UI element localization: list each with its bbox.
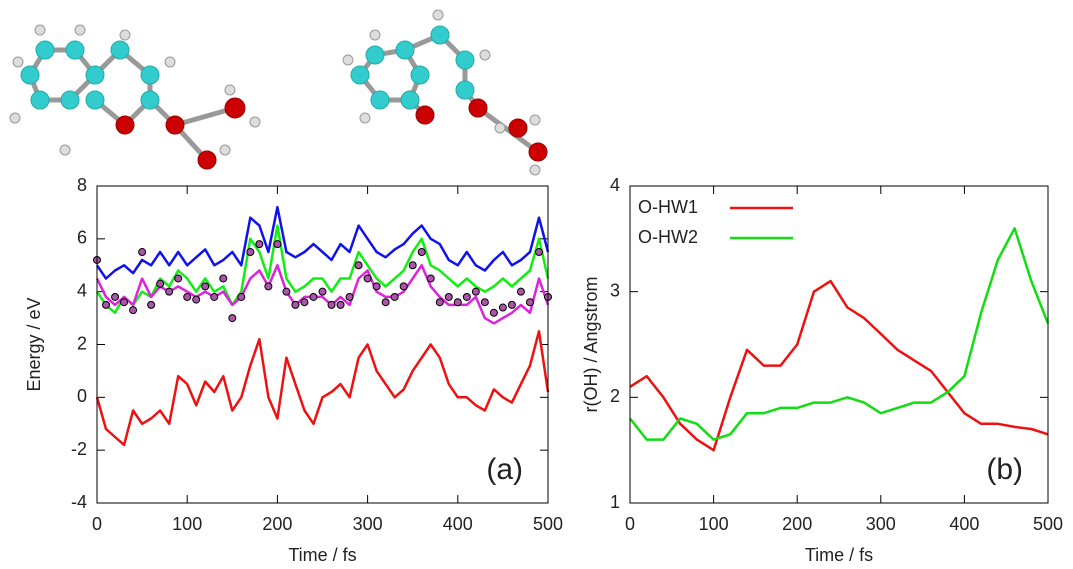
figure: -4 -2 0 2 4 6 8 0 100 200 300 400 500 Time / fs Energy… — [0, 0, 1073, 569]
data-point — [418, 249, 425, 256]
data-line — [97, 331, 548, 445]
data-point — [229, 315, 236, 322]
data-point — [238, 293, 245, 300]
x-axis-label: Time / fs — [805, 545, 873, 565]
x-tick-label: 100 — [699, 514, 729, 534]
data-point — [112, 293, 119, 300]
data-point — [148, 301, 155, 308]
y-tick-label: 0 — [77, 386, 87, 406]
data-point — [355, 262, 362, 269]
molecule-left — [10, 25, 260, 169]
data-point — [400, 283, 407, 290]
data-point — [130, 307, 137, 314]
data-point — [463, 293, 470, 300]
data-point — [427, 275, 434, 282]
data-line — [630, 228, 1048, 439]
y-tick-label: 2 — [77, 333, 87, 353]
data-point — [517, 288, 524, 295]
data-point — [301, 299, 308, 306]
data-point — [193, 296, 200, 303]
y-tick-label: 1 — [610, 492, 620, 512]
data-point — [166, 288, 173, 295]
data-point — [247, 249, 254, 256]
data-point — [310, 293, 317, 300]
x-tick-label: 400 — [949, 514, 979, 534]
legend-label: O-HW2 — [638, 227, 698, 247]
y-tick-label: 4 — [610, 175, 620, 195]
data-point — [409, 262, 416, 269]
data-point — [436, 299, 443, 306]
y-tick-label: -2 — [71, 439, 87, 459]
data-point — [472, 288, 479, 295]
legend-label: O-HW1 — [638, 197, 698, 217]
data-point — [373, 283, 380, 290]
y-tick-label: 3 — [610, 280, 620, 300]
data-point — [139, 249, 146, 256]
data-point — [508, 301, 515, 308]
data-point — [184, 293, 191, 300]
x-tick-label: 200 — [262, 514, 292, 534]
x-tick-label: 500 — [1033, 514, 1063, 534]
data-point — [391, 293, 398, 300]
data-point — [526, 299, 533, 306]
y-axis-label: r(OH) / Angstrom — [581, 276, 601, 412]
data-point — [220, 275, 227, 282]
data-point — [535, 249, 542, 256]
data-point — [103, 301, 110, 308]
x-tick-label: 400 — [443, 514, 473, 534]
data-point — [283, 288, 290, 295]
y-tick-label: -4 — [71, 492, 87, 512]
panel-label: (a) — [486, 453, 523, 486]
x-tick-label: 200 — [782, 514, 812, 534]
data-point — [319, 288, 326, 295]
x-tick-label: 500 — [533, 514, 563, 534]
data-point — [265, 283, 272, 290]
panel-label: (b) — [986, 453, 1023, 486]
data-point — [292, 301, 299, 308]
data-point — [346, 293, 353, 300]
plot-frame — [97, 186, 548, 503]
data-line — [630, 281, 1048, 450]
data-point — [256, 241, 263, 248]
y-axis-label: Energy / eV — [24, 297, 44, 391]
y-tick-label: 8 — [77, 175, 87, 195]
x-tick-label: 300 — [866, 514, 896, 534]
data-point — [499, 304, 506, 311]
data-point — [382, 299, 389, 306]
data-point — [337, 301, 344, 308]
x-tick-label: 300 — [353, 514, 383, 534]
data-point — [202, 283, 209, 290]
data-point — [328, 301, 335, 308]
data-point — [211, 293, 218, 300]
x-axis-label: Time / fs — [288, 545, 356, 565]
molecule-right — [343, 10, 547, 175]
data-point — [121, 299, 128, 306]
y-tick-label: 4 — [77, 280, 87, 300]
y-tick-label: 2 — [610, 386, 620, 406]
data-point — [274, 241, 281, 248]
x-tick-label: 0 — [625, 514, 635, 534]
data-point — [481, 299, 488, 306]
data-point — [490, 309, 497, 316]
data-point — [445, 293, 452, 300]
x-tick-label: 0 — [92, 514, 102, 534]
data-point — [454, 299, 461, 306]
data-point — [364, 275, 371, 282]
page: {"chart_data": [ {"type": "line", "xlabe… — [0, 0, 1073, 569]
y-tick-label: 6 — [77, 228, 87, 248]
x-tick-label: 100 — [172, 514, 202, 534]
data-line — [97, 207, 548, 278]
data-point — [175, 275, 182, 282]
data-point — [157, 280, 164, 287]
